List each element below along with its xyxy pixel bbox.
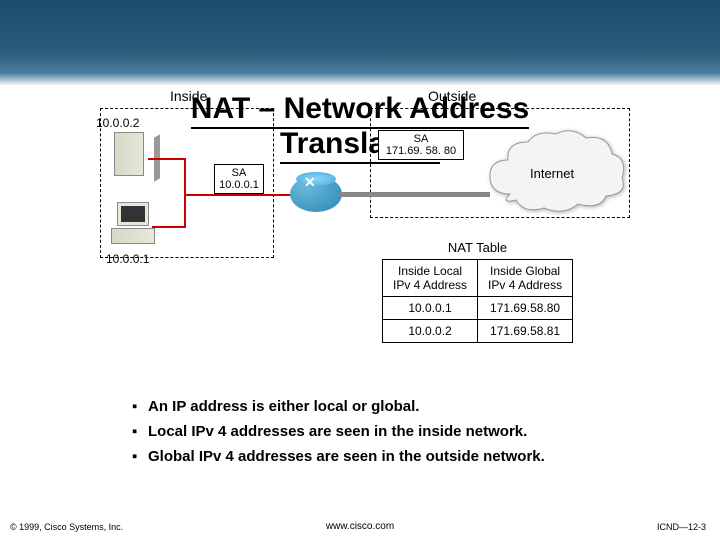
sa-outside-ip: 171.69. 58. 80: [383, 145, 459, 157]
router-icon: ✕: [290, 176, 342, 212]
sa-outside-box: SA 171.69. 58. 80: [378, 130, 464, 160]
wire-to-router: [184, 194, 292, 196]
wire-server: [148, 158, 184, 160]
sa-inside-box: SA 10.0.0.1: [214, 164, 264, 194]
wire-vert: [184, 158, 186, 228]
header-bar: [0, 0, 720, 86]
sa-inside-ip: 10.0.0.1: [219, 179, 259, 191]
nat-col1-header: Inside LocalIPv 4 Address: [383, 260, 478, 297]
nat-cell: 10.0.0.1: [383, 297, 478, 320]
wire-outside: [340, 192, 490, 197]
internet-label: Internet: [530, 166, 574, 181]
nat-table-area: NAT Table Inside LocalIPv 4 Address Insi…: [382, 240, 573, 343]
bullet-3: Global IPv 4 addresses are seen in the o…: [132, 448, 545, 465]
pc-icon: [108, 202, 158, 248]
slide-id: ICND—12-3: [657, 522, 706, 532]
server-ip-label: 10.0.0.2: [96, 116, 139, 130]
nat-cell: 171.69.58.80: [478, 297, 573, 320]
nat-table: Inside LocalIPv 4 Address Inside GlobalI…: [382, 259, 573, 343]
sa-inside-label: SA: [219, 167, 259, 179]
copyright-text: © 1999, Cisco Systems, Inc.: [10, 522, 123, 532]
pc-ip-label: 10.0.0.1: [106, 252, 149, 266]
nat-diagram: Inside Outside 10.0.0.2 10.0.0.1 SA 10.0…: [100, 94, 660, 374]
footer-url: www.cisco.com: [326, 521, 394, 532]
nat-table-title: NAT Table: [382, 240, 573, 255]
nat-cell: 10.0.0.2: [383, 320, 478, 343]
wire-pc: [152, 226, 186, 228]
server-icon: [114, 132, 154, 188]
sa-outside-label: SA: [383, 133, 459, 145]
bullet-2: Local IPv 4 addresses are seen in the in…: [132, 423, 545, 440]
bullet-1: An IP address is either local or global.: [132, 398, 545, 415]
outside-label: Outside: [428, 88, 476, 104]
inside-label: Inside: [170, 88, 207, 104]
nat-cell: 171.69.58.81: [478, 320, 573, 343]
nat-col2-header: Inside GlobalIPv 4 Address: [478, 260, 573, 297]
bullet-list: An IP address is either local or global.…: [132, 398, 545, 473]
